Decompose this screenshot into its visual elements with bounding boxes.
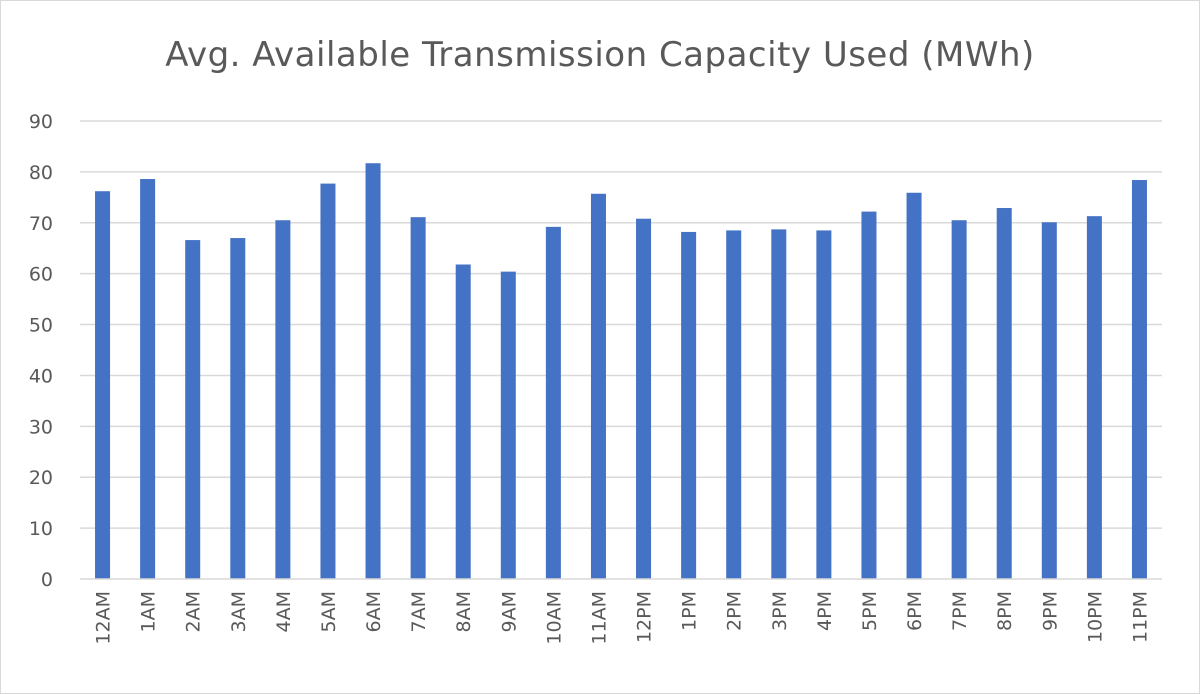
bar-10am	[545, 226, 561, 580]
x-tick-label: 8PM	[994, 591, 1016, 631]
bars	[95, 163, 1147, 580]
bar-1am	[140, 179, 156, 579]
y-tick-label: 0	[41, 569, 53, 591]
bar-7am	[410, 217, 426, 579]
bar-3pm	[771, 229, 787, 580]
bar-6pm	[906, 192, 922, 579]
bar-11pm	[1131, 180, 1147, 579]
bar-9am	[500, 271, 516, 579]
x-tick-label: 1AM	[138, 591, 160, 632]
x-tick-label: 9PM	[1039, 591, 1061, 631]
x-tick-label: 6AM	[363, 591, 385, 632]
y-axis-ticks: 0 10 20 30 40 50 60 70 80 90	[29, 111, 53, 591]
y-tick-label: 90	[29, 111, 53, 133]
bar-1pm	[681, 231, 697, 579]
y-tick-label: 10	[29, 518, 53, 540]
x-axis-ticks: 12AM 1AM 2AM 3AM 4AM 5AM 6AM 7AM 8AM 9AM 10AM 11AM 1…	[93, 591, 1152, 645]
bar-2pm	[726, 230, 742, 579]
chart-title: Avg. Available Transmission Capacity Use…	[165, 35, 1035, 75]
x-tick-label: 2PM	[724, 591, 746, 631]
x-tick-label: 10AM	[543, 591, 565, 645]
y-tick-label: 80	[29, 162, 53, 184]
bar-5pm	[861, 211, 877, 580]
bar-2am	[185, 240, 201, 579]
x-tick-label: 1PM	[679, 591, 701, 631]
bar-8pm	[996, 208, 1012, 579]
x-tick-label: 8AM	[453, 591, 475, 632]
bar-4pm	[816, 230, 832, 579]
bar-4am	[275, 220, 291, 579]
x-tick-label: 9AM	[498, 591, 520, 632]
x-tick-label: 7AM	[408, 591, 430, 632]
x-tick-label: 2AM	[183, 591, 205, 632]
bar-6am	[365, 163, 381, 579]
bar-12am	[95, 191, 111, 579]
y-tick-label: 50	[29, 315, 53, 337]
bar-3am	[230, 238, 246, 580]
x-tick-label: 10PM	[1084, 591, 1106, 643]
bar-10pm	[1086, 216, 1102, 579]
x-tick-label: 3PM	[769, 591, 791, 631]
x-tick-label: 5AM	[318, 591, 340, 632]
y-tick-label: 30	[29, 416, 53, 438]
x-tick-label: 5PM	[859, 591, 881, 631]
gridlines	[80, 120, 1162, 529]
x-tick-label: 12PM	[634, 591, 656, 643]
bar-5am	[320, 183, 336, 580]
y-tick-label: 20	[29, 467, 53, 489]
x-tick-label: 4AM	[273, 591, 295, 632]
x-tick-label: 12AM	[93, 591, 115, 645]
y-tick-label: 70	[29, 213, 53, 235]
bar-7pm	[951, 220, 967, 579]
x-tick-label: 6PM	[904, 591, 926, 631]
x-tick-label: 11PM	[1129, 591, 1151, 643]
x-tick-label: 4PM	[814, 591, 836, 631]
bar-12pm	[636, 218, 652, 579]
x-tick-label: 3AM	[228, 591, 250, 632]
x-tick-label: 7PM	[949, 591, 971, 631]
y-tick-label: 40	[29, 365, 53, 387]
bar-11am	[590, 193, 606, 579]
x-tick-label: 11AM	[588, 591, 610, 645]
bar-8am	[455, 264, 471, 579]
bar-9pm	[1041, 222, 1057, 579]
y-tick-label: 60	[29, 264, 53, 286]
